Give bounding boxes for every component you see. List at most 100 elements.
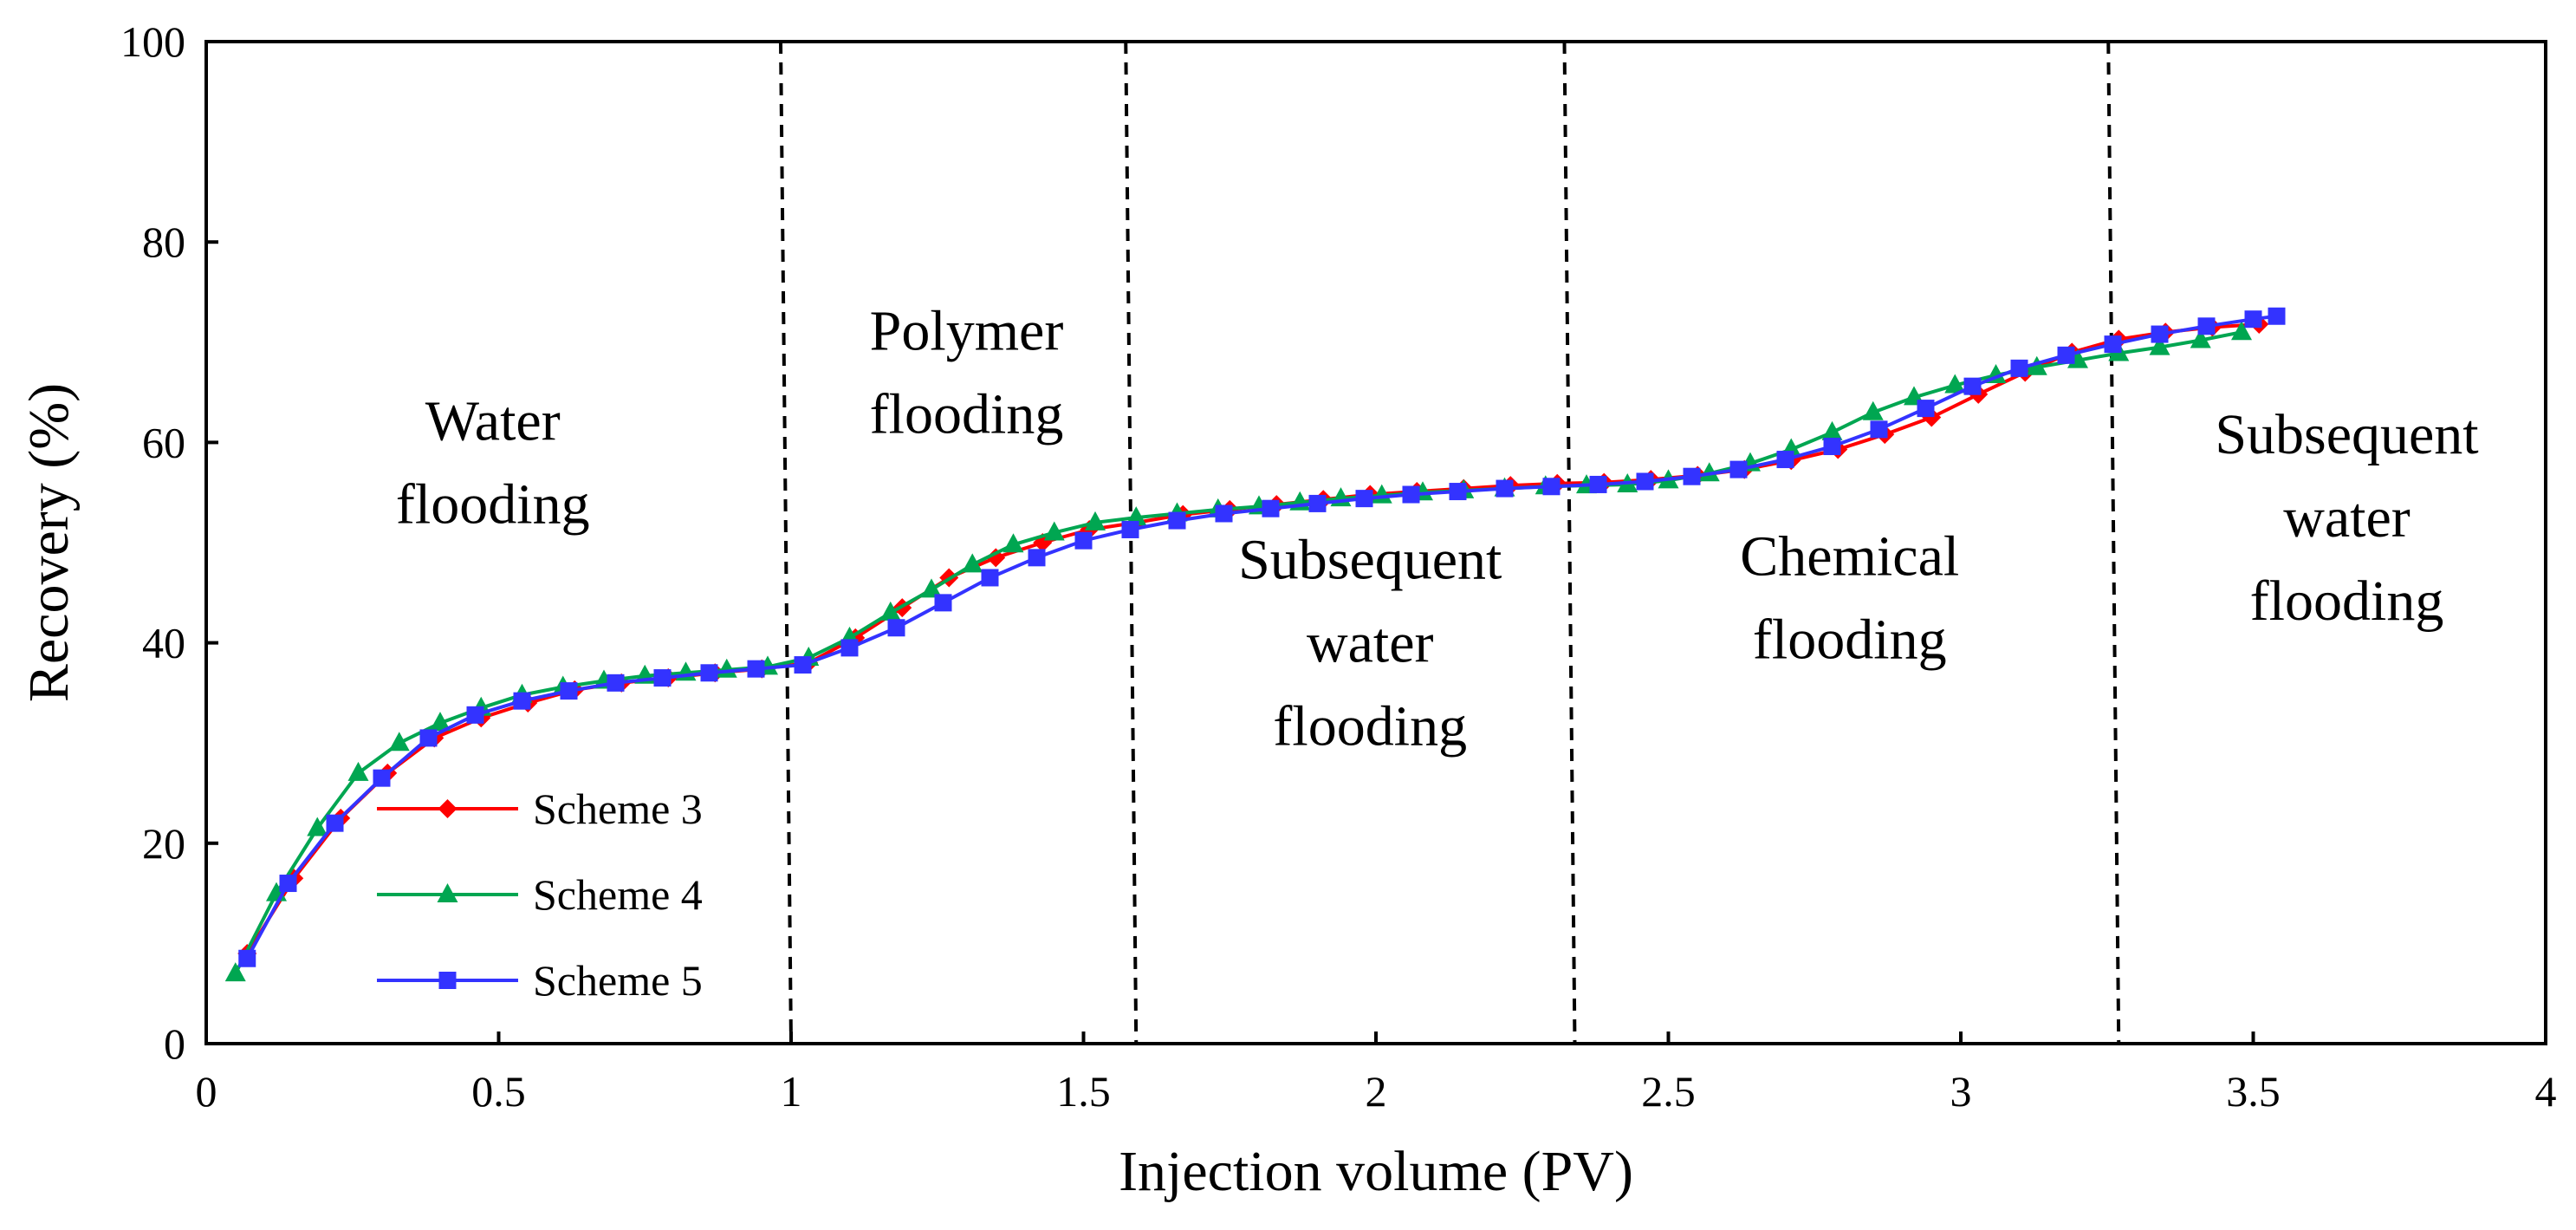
x-tick-label: 2 — [1366, 1067, 1387, 1116]
data-point — [1636, 472, 1654, 491]
data-point — [1121, 520, 1139, 538]
y-tick-label: 40 — [142, 619, 185, 667]
region-label-line: water — [2283, 486, 2411, 550]
data-point — [307, 817, 328, 836]
data-point — [986, 548, 1006, 568]
x-tick-label: 2.5 — [1641, 1067, 1696, 1116]
x-tick-label: 4 — [2535, 1067, 2557, 1116]
data-point — [2268, 307, 2286, 325]
data-point — [1589, 475, 1607, 493]
data-point — [2197, 317, 2216, 335]
data-point — [1043, 521, 1065, 541]
region-label-water-flooding: Water flooding — [396, 390, 590, 537]
data-point — [1683, 467, 1701, 485]
data-point — [1308, 494, 1327, 512]
x-tick-label: 1.5 — [1056, 1067, 1111, 1116]
data-point — [934, 594, 952, 612]
data-point — [1776, 451, 1794, 469]
data-point — [347, 761, 369, 781]
data-point — [1542, 478, 1561, 496]
stage-boundary-line — [1124, 41, 1139, 1045]
data-point — [747, 660, 765, 678]
data-point — [224, 962, 246, 982]
data-point — [981, 569, 999, 587]
data-point — [1944, 374, 1966, 394]
data-point — [1862, 400, 1884, 420]
stage-boundaries — [779, 41, 2121, 1045]
data-point — [373, 769, 391, 787]
legend-label: Scheme 4 — [533, 870, 703, 919]
data-point — [1355, 490, 1373, 508]
stage-boundary-line — [779, 41, 793, 1045]
x-tick-label: 0.5 — [471, 1067, 526, 1116]
data-point — [1402, 485, 1420, 504]
data-point — [279, 875, 297, 893]
region-label-line: Subsequent — [1238, 529, 1502, 592]
data-point — [1449, 483, 1467, 501]
y-tick-label: 20 — [142, 819, 185, 868]
y-tick-label: 80 — [142, 218, 185, 266]
data-point — [840, 639, 859, 657]
legend-item: Scheme 3 — [377, 784, 703, 833]
y-axis-title: Recovery (%) — [17, 383, 81, 702]
data-point — [2010, 359, 2028, 377]
y-tick-label: 0 — [164, 1019, 185, 1068]
legend: Scheme 3 Scheme 4 Scheme 5 — [377, 784, 703, 1005]
data-point — [1085, 511, 1106, 530]
data-point — [1168, 511, 1186, 530]
data-point — [437, 883, 458, 902]
plot-area — [204, 40, 2547, 1045]
legend-label: Scheme 5 — [533, 956, 703, 1005]
data-point — [1729, 460, 1748, 478]
region-label-line: flooding — [2250, 569, 2444, 633]
data-point — [2057, 346, 2075, 364]
data-point — [2244, 310, 2262, 329]
region-label-line: flooding — [396, 473, 590, 537]
region-label-chemical-flooding: Chemical flooding — [1740, 525, 1959, 672]
data-point — [921, 578, 942, 598]
data-point — [1262, 499, 1280, 517]
data-point — [326, 814, 344, 832]
data-point — [2026, 355, 2047, 375]
x-axis-ticks: 0 0.5 1 1.5 2 2.5 3 3.5 4 — [196, 1032, 2557, 1116]
data-point — [438, 799, 457, 818]
stage-boundary-line — [1562, 41, 1577, 1045]
x-tick-label: 3.5 — [2226, 1067, 2281, 1116]
data-point — [794, 656, 812, 674]
data-point — [1496, 479, 1514, 498]
data-point — [438, 972, 457, 989]
data-point — [1002, 533, 1024, 553]
data-point — [2149, 335, 2170, 355]
region-label-line: Subsequent — [2215, 403, 2478, 466]
legend-item: Scheme 5 — [377, 956, 703, 1005]
data-point — [1963, 377, 1982, 395]
legend-label: Scheme 3 — [533, 784, 703, 833]
data-point — [419, 729, 438, 747]
data-point — [1698, 462, 1720, 482]
region-label-line: Polymer — [870, 299, 1064, 362]
x-tick-label: 3 — [1950, 1067, 1972, 1116]
data-point — [887, 619, 905, 637]
region-label-polymer-flooding: Polymer flooding — [870, 299, 1064, 446]
x-tick-label: 0 — [196, 1067, 217, 1116]
data-point — [1215, 504, 1233, 523]
region-label-line: flooding — [1753, 608, 1947, 672]
data-point — [2151, 325, 2169, 343]
x-tick-label: 1 — [781, 1067, 802, 1116]
y-tick-label: 100 — [120, 17, 185, 66]
data-point — [962, 553, 983, 573]
legend-item: Scheme 4 — [377, 870, 703, 919]
data-point — [513, 692, 531, 710]
data-point — [653, 669, 672, 687]
data-point — [700, 664, 718, 682]
data-point — [1126, 506, 1147, 526]
data-point — [879, 601, 901, 621]
y-axis-ticks: 0 20 40 60 80 100 — [120, 17, 218, 1068]
region-label-line: water — [1307, 612, 1434, 675]
stage-boundary-line — [2106, 41, 2121, 1045]
data-point — [1028, 549, 1046, 567]
region-label-line: Water — [425, 390, 561, 453]
stage-labels: Water flooding Polymer flooding Subsequent wa… — [396, 299, 2479, 758]
series-scheme-5 — [238, 307, 2286, 967]
data-point — [388, 732, 410, 752]
